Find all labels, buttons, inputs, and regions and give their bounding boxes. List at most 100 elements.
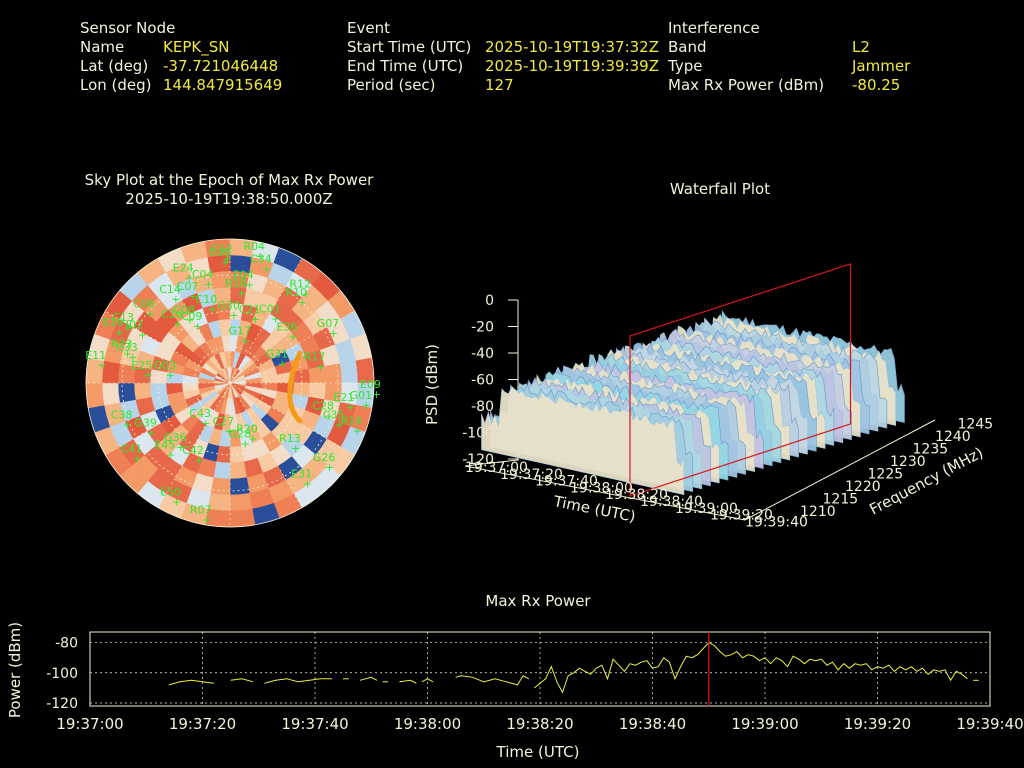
satellite-marker: + (97, 359, 106, 372)
satellite-marker: + (297, 296, 306, 309)
satellite-marker: + (352, 424, 361, 437)
max-power-series-segment (168, 679, 214, 686)
event-end-label: End Time (UTC) (347, 57, 464, 75)
satellite-marker: + (237, 287, 246, 300)
max-power-x-tick-label: 19:38:20 (506, 715, 573, 733)
satellite-label: C42 (182, 444, 204, 457)
sensor-lat-value: -37.721046448 (163, 57, 279, 75)
waterfall-time-tick-label: 19:39:20 (710, 508, 773, 524)
waterfall-title: Waterfall Plot (669, 180, 771, 198)
satellite-label: C28 (312, 399, 334, 412)
satellite-marker: + (325, 461, 334, 474)
satellite-marker: + (123, 419, 132, 432)
waterfall-slice (481, 386, 685, 496)
max-power-x-tick-label: 19:37:20 (169, 715, 236, 733)
satellite-label: G30 (217, 299, 240, 312)
satellite-label: C04 (192, 268, 214, 281)
satellite-marker: + (372, 388, 381, 401)
satellite-marker: + (176, 441, 185, 454)
waterfall-freq-tick-label: 1210 (800, 504, 836, 520)
sensor-title: Sensor Node (80, 19, 176, 37)
satellite-marker: + (193, 320, 202, 333)
waterfall-freq-tick-label: 1230 (890, 454, 926, 470)
satellite-label: E21 (333, 391, 354, 404)
satellite-label: E50 (160, 486, 181, 499)
satellite-label: R18 (225, 277, 247, 290)
event-period-value: 127 (485, 76, 514, 94)
satellite-marker: + (291, 442, 300, 455)
satellite-marker: + (123, 347, 132, 360)
satellite-marker: + (194, 454, 203, 467)
waterfall-time-tick-label: 19:39:00 (675, 501, 738, 517)
sky-azimuth-spoke (105, 382, 231, 456)
interference-title: Interference (668, 19, 760, 37)
satellite-marker: + (248, 433, 257, 446)
satellite-label: C07 (177, 280, 199, 293)
waterfall-time-axis (464, 465, 746, 521)
satellite-label: C16 (161, 307, 183, 320)
satellite-label: C38 (111, 409, 133, 422)
satellite-label: R13 (279, 432, 301, 445)
satellite-marker: + (303, 477, 312, 490)
satellite-marker: + (262, 262, 271, 275)
waterfall-z-tick-label: -60 (471, 373, 494, 389)
satellite-label: G26 (313, 451, 336, 464)
satellite-marker: + (201, 417, 210, 430)
satellite-marker: + (241, 335, 250, 348)
sensor-name-label: Name (80, 38, 125, 56)
satellite-label: C09 (181, 310, 203, 323)
sky-satellites: +R04+C12+C35+C34+E24+C14+C07 +C04+E04+R18… (85, 240, 381, 527)
max-power-x-tick-label: 19:39:20 (844, 715, 911, 733)
satellite-label: R14 (340, 414, 362, 427)
satellite-label: R07 (190, 503, 212, 516)
satellite-marker: + (335, 418, 344, 431)
satellite-label: E25 (131, 359, 152, 372)
interference-power-label: Max Rx Power (dBm) (668, 76, 825, 94)
satellite-label: G17 (229, 325, 252, 338)
max-power-series-segment (264, 678, 332, 684)
satellite-marker: + (241, 438, 250, 451)
event-start-value: 2025-10-19T19:37:32Z (485, 38, 659, 56)
satellite-marker: + (245, 278, 254, 291)
event-period-label: Period (sec) (347, 76, 436, 94)
waterfall-floor-edge (464, 459, 519, 467)
waterfall-time-tick-label: 19:39:40 (745, 514, 808, 530)
satellite-marker: + (133, 452, 142, 465)
satellite-label: E19 (103, 316, 124, 329)
satellite-marker: + (345, 401, 354, 414)
satellite-label: G31 (266, 348, 289, 361)
satellite-label: R23 (111, 337, 133, 350)
satellite-marker: + (271, 313, 280, 326)
satellite-label: C33 (116, 341, 138, 354)
satellite-label: C10 (196, 293, 218, 306)
satellite-marker: + (145, 308, 154, 321)
satellite-label: C08 (173, 304, 195, 317)
sky-azimuth-spoke (229, 382, 303, 508)
satellite-label: G36 (164, 431, 187, 444)
interference-band-value: L2 (852, 38, 870, 56)
interference-power-value: -80.25 (852, 76, 901, 94)
waterfall-time-tick-label: 19:37:20 (500, 467, 563, 483)
sensor-lon-value: 144.847915649 (163, 76, 283, 94)
satellite-label: R17 (304, 351, 326, 364)
satellite-label: J02 (125, 319, 143, 332)
sky-plot-title: Sky Plot at the Epoch of Max Rx Power (84, 171, 374, 189)
sky-plot-subtitle: 2025-10-19T19:38:50.000Z (125, 190, 333, 208)
waterfall-freq-axis (744, 419, 936, 521)
satellite-marker: + (289, 330, 298, 343)
satellite-label: C41 (121, 442, 143, 455)
max-power-x-tick-label: 19:38:00 (394, 715, 461, 733)
max-power-series-segment (421, 678, 434, 683)
satellite-label: C35 (323, 408, 345, 421)
satellite-label: C01 (259, 303, 281, 316)
satellite-label: R12 (289, 278, 311, 291)
sky-azimuth-spoke (229, 258, 303, 384)
sky-interference-track (287, 350, 303, 424)
sky-heat-cells (85, 238, 375, 528)
waterfall-time-tick-label: 19:37:00 (465, 460, 528, 476)
sensor-lon-label: Lon (deg) (80, 76, 152, 94)
satellite-label: C13 (112, 311, 134, 324)
satellite-marker: + (115, 326, 124, 339)
